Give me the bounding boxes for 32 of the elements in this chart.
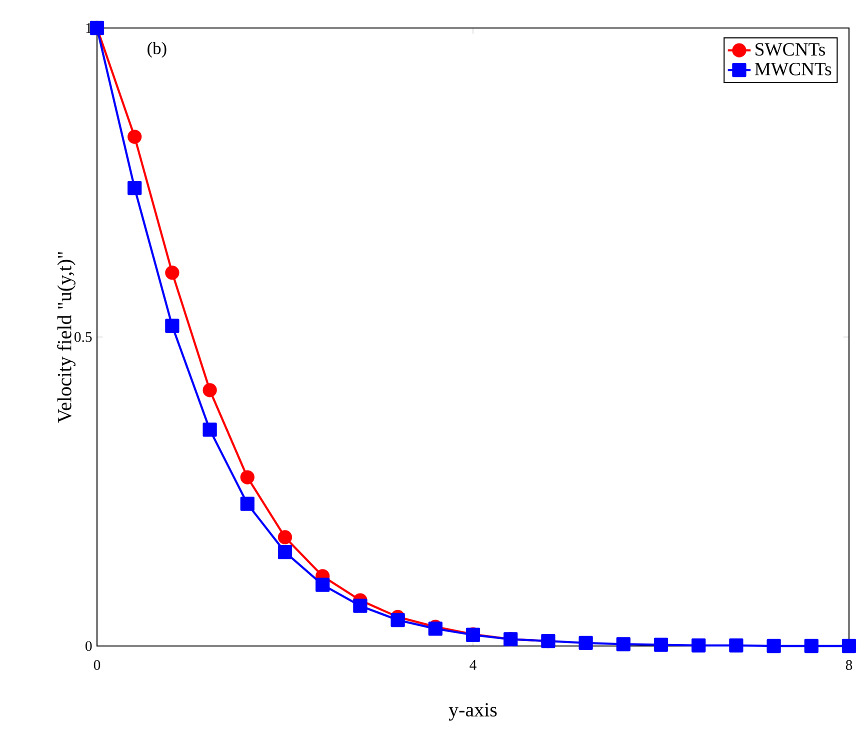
x-tick-label: 8: [846, 660, 852, 670]
point: [842, 638, 856, 654]
x-axis-title: y-axis: [448, 703, 497, 721]
point: [202, 383, 217, 398]
point: [692, 638, 706, 652]
point: [128, 180, 142, 196]
point: [278, 530, 292, 544]
point: [804, 638, 818, 654]
point: [202, 422, 217, 437]
point: [165, 266, 180, 280]
point: [390, 612, 405, 628]
y-tick-label: 0: [86, 641, 92, 651]
point: [165, 318, 180, 333]
point: [729, 638, 744, 652]
y-axis-title: Velocity field "u(y,t)": [57, 252, 76, 423]
legend-label: SWCNTs: [756, 43, 825, 56]
y-tick-label: 0.5: [74, 332, 92, 342]
point: [278, 545, 292, 560]
point: [128, 130, 142, 144]
point: [654, 638, 668, 652]
point: [353, 598, 368, 613]
point: [316, 578, 330, 592]
x-tick-label: 4: [470, 660, 476, 670]
point: [616, 637, 630, 652]
annotation: (b): [148, 42, 166, 58]
x-tick-label: 0: [94, 660, 100, 670]
point: [240, 470, 254, 484]
y-tick-label: 1: [86, 23, 92, 33]
point: [766, 638, 781, 654]
point: [240, 496, 254, 511]
point: [578, 636, 593, 650]
legend-label: MWCNTs: [754, 62, 832, 76]
